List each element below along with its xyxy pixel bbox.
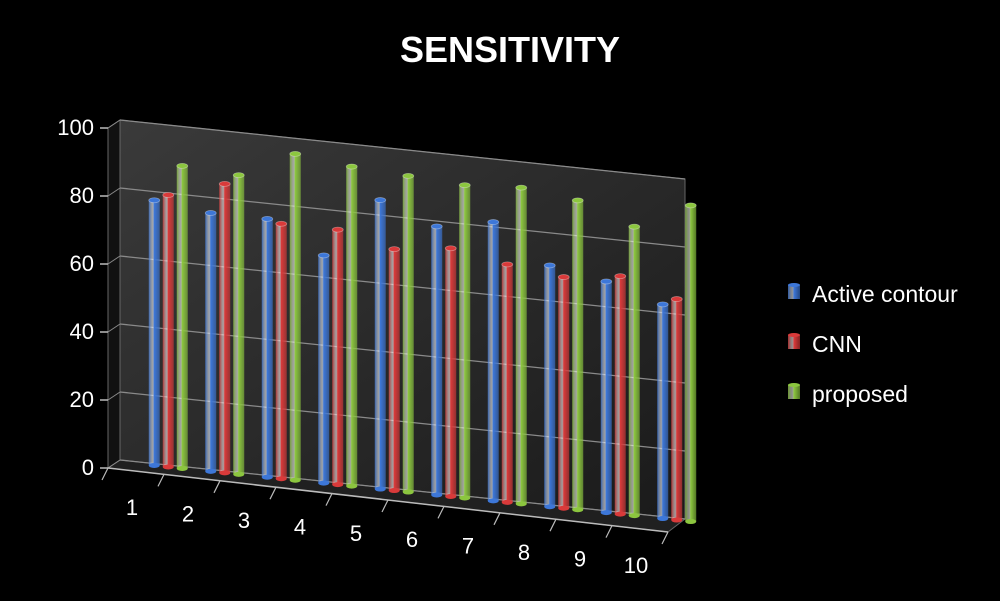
x-tick-mark — [661, 531, 669, 545]
x-axis: 1 2 3 4 5 6 7 8 9 10 — [101, 467, 669, 578]
y-tick-label: 80 — [70, 183, 94, 208]
y-tick-label: 20 — [70, 387, 94, 412]
bar-cnn — [162, 192, 175, 470]
gridline-side — [107, 187, 121, 197]
bar-cnn — [557, 274, 570, 511]
bar-cnn — [218, 180, 231, 476]
x-tick-label: 8 — [518, 540, 530, 565]
bar-proposed — [515, 184, 528, 507]
bar-active-contour — [261, 215, 274, 480]
back-wall — [119, 119, 686, 520]
bar-proposed — [345, 163, 358, 489]
bar-active-contour — [487, 219, 500, 504]
x-tick-mark — [269, 486, 277, 500]
x-tick-label: 9 — [574, 546, 586, 571]
gridline — [119, 119, 686, 180]
bar-proposed — [628, 223, 641, 519]
legend-swatch — [788, 383, 800, 399]
bar-active-contour — [430, 223, 443, 498]
y-axis: 0 20 40 60 80 100 — [57, 115, 108, 480]
y-tick-label: 60 — [70, 251, 94, 276]
side-wall — [107, 119, 121, 469]
bar-active-contour — [600, 278, 613, 516]
plot-walls — [106, 119, 687, 533]
legend-label: Active contour — [812, 281, 958, 307]
bar-active-contour — [148, 197, 161, 468]
x-tick-mark — [549, 518, 557, 532]
x-tick-mark — [381, 499, 389, 513]
bar-proposed — [458, 182, 471, 501]
bar-proposed — [232, 172, 245, 477]
x-tick-mark — [101, 467, 109, 481]
x-tick-label: 10 — [624, 553, 648, 578]
bar-cnn — [501, 261, 514, 505]
bar-proposed — [684, 202, 697, 525]
x-tick-label: 3 — [238, 508, 250, 533]
y-tick-label: 0 — [82, 455, 94, 480]
legend-swatch — [788, 333, 800, 349]
legend: Active contour CNN proposed — [788, 281, 958, 407]
bar-cnn — [275, 220, 288, 482]
gridline-side — [107, 459, 121, 469]
bar-cnn — [331, 226, 344, 488]
x-tick-mark — [213, 480, 221, 494]
bar-active-contour — [374, 197, 387, 492]
bar-active-contour — [656, 301, 669, 522]
x-tick-label: 5 — [350, 521, 362, 546]
x-tick-label: 4 — [294, 514, 306, 539]
x-tick-label: 6 — [406, 527, 418, 552]
gridline — [119, 187, 686, 248]
y-tick-label: 100 — [57, 115, 94, 140]
x-tick-label: 1 — [126, 495, 138, 520]
x-tick-mark — [493, 512, 501, 526]
bar-cnn — [614, 273, 627, 517]
bar-cnn — [388, 246, 401, 494]
x-tick-mark — [605, 525, 613, 538]
x-tick-mark — [157, 474, 165, 487]
legend-label: proposed — [812, 381, 908, 407]
bar-cnn — [444, 245, 457, 499]
gridline-side — [107, 323, 121, 333]
bar-proposed — [176, 162, 189, 471]
chart-title: SENSITIVITY — [400, 29, 620, 70]
legend-label: CNN — [812, 331, 862, 357]
x-tick-label: 7 — [462, 534, 474, 559]
gridline-side — [107, 119, 121, 129]
x-tick-label: 2 — [182, 502, 194, 527]
bar-active-contour — [204, 210, 217, 474]
gridline-side — [107, 391, 121, 401]
x-tick-mark — [325, 493, 333, 506]
gridline-side — [107, 255, 121, 265]
bar-cnn — [670, 296, 683, 523]
bars — [148, 150, 697, 525]
bar-active-contour — [317, 252, 330, 486]
bar-proposed — [402, 172, 415, 495]
bar-proposed — [289, 150, 302, 483]
y-tick-label: 40 — [70, 319, 94, 344]
bar-active-contour — [543, 262, 556, 510]
x-tick-mark — [437, 506, 445, 519]
legend-swatch — [788, 283, 800, 299]
bar-proposed — [571, 197, 584, 513]
